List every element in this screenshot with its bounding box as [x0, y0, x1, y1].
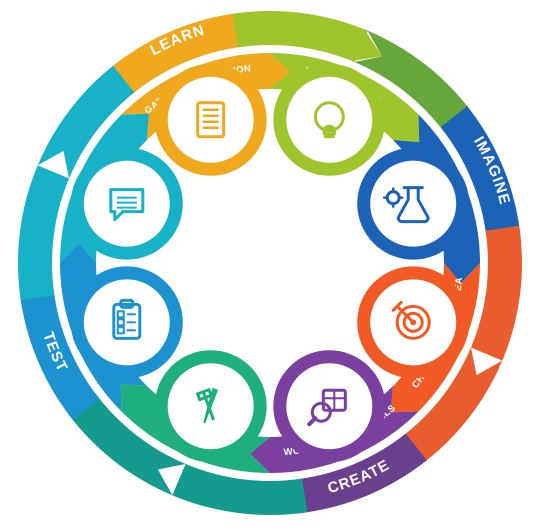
step-node: [71, 148, 183, 260]
step-node: [357, 148, 469, 260]
process-cycle-diagram: IMAGINECREATETESTLEARNTHINK OF IDEASEXPE…: [0, 0, 540, 527]
step-node: [155, 350, 267, 462]
step-node: [273, 64, 385, 176]
step-node: [71, 266, 183, 378]
step-node: [155, 64, 267, 176]
step-node: [273, 350, 385, 462]
step-node: [357, 266, 469, 378]
